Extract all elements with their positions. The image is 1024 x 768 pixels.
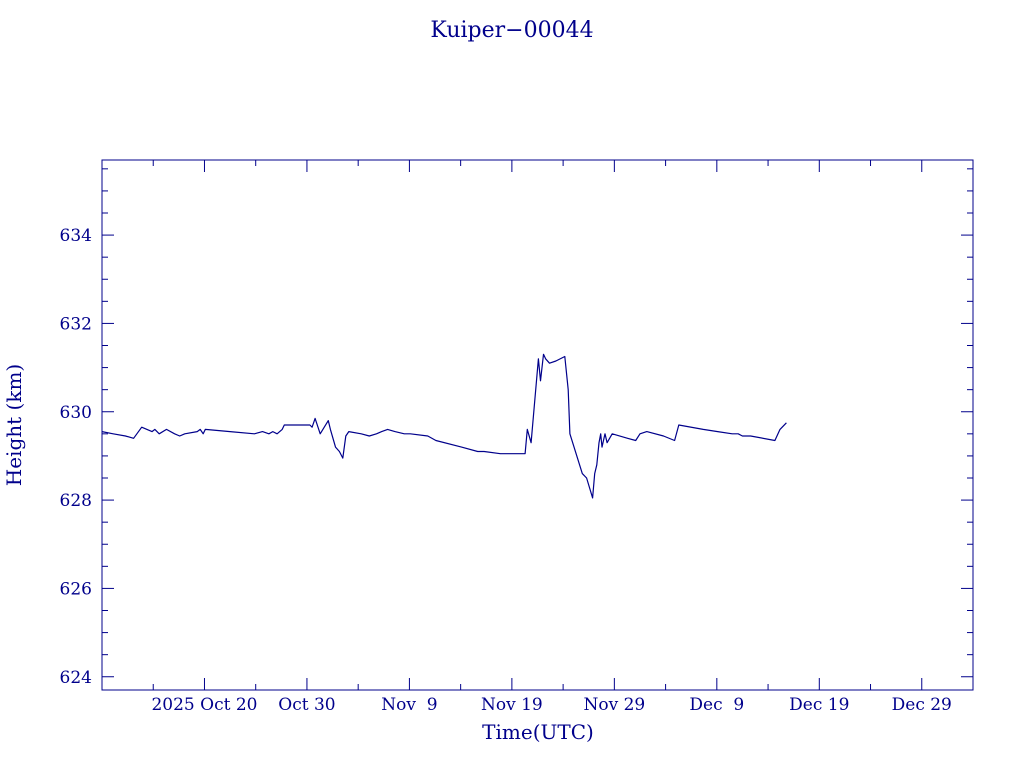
x-axis: 2025 Oct 20 Oct 30 Nov 9 Nov 19 Nov 29 Dec 9 D… [151, 160, 974, 715]
x-axis-label: Time(UTC) [482, 720, 594, 744]
x-tick-label: Dec 9 [689, 695, 744, 715]
y-tick-label: 624 [60, 668, 92, 688]
y-tick-label: 634 [60, 226, 92, 246]
x-tick-label: Nov 29 [583, 695, 645, 715]
x-tick-label: Dec 19 [789, 695, 849, 715]
y-tick-label: 626 [60, 579, 92, 599]
x-tick-label: Dec 29 [892, 695, 952, 715]
y-axis: 624 626 628 630 632 634 [60, 168, 973, 688]
y-tick-label: 630 [60, 403, 92, 423]
x-tick-label: Nov 9 [381, 695, 437, 715]
x-tick-label: Oct 30 [278, 695, 335, 715]
x-tick-label: 2025 Oct 20 [151, 695, 257, 715]
series-line [101, 353, 787, 499]
y-tick-label: 632 [60, 314, 92, 334]
plot-area: 624 626 628 630 632 634 2025 Oct 20 Oct 30 Nov … [60, 159, 974, 715]
y-axis-label: Height (km) [2, 364, 26, 486]
x-tick-label: Nov 19 [481, 695, 543, 715]
y-tick-label: 628 [60, 491, 92, 511]
series-layer [101, 353, 787, 499]
plot-frame [101, 159, 974, 691]
chart-title: Kuiper−00044 [430, 18, 593, 43]
